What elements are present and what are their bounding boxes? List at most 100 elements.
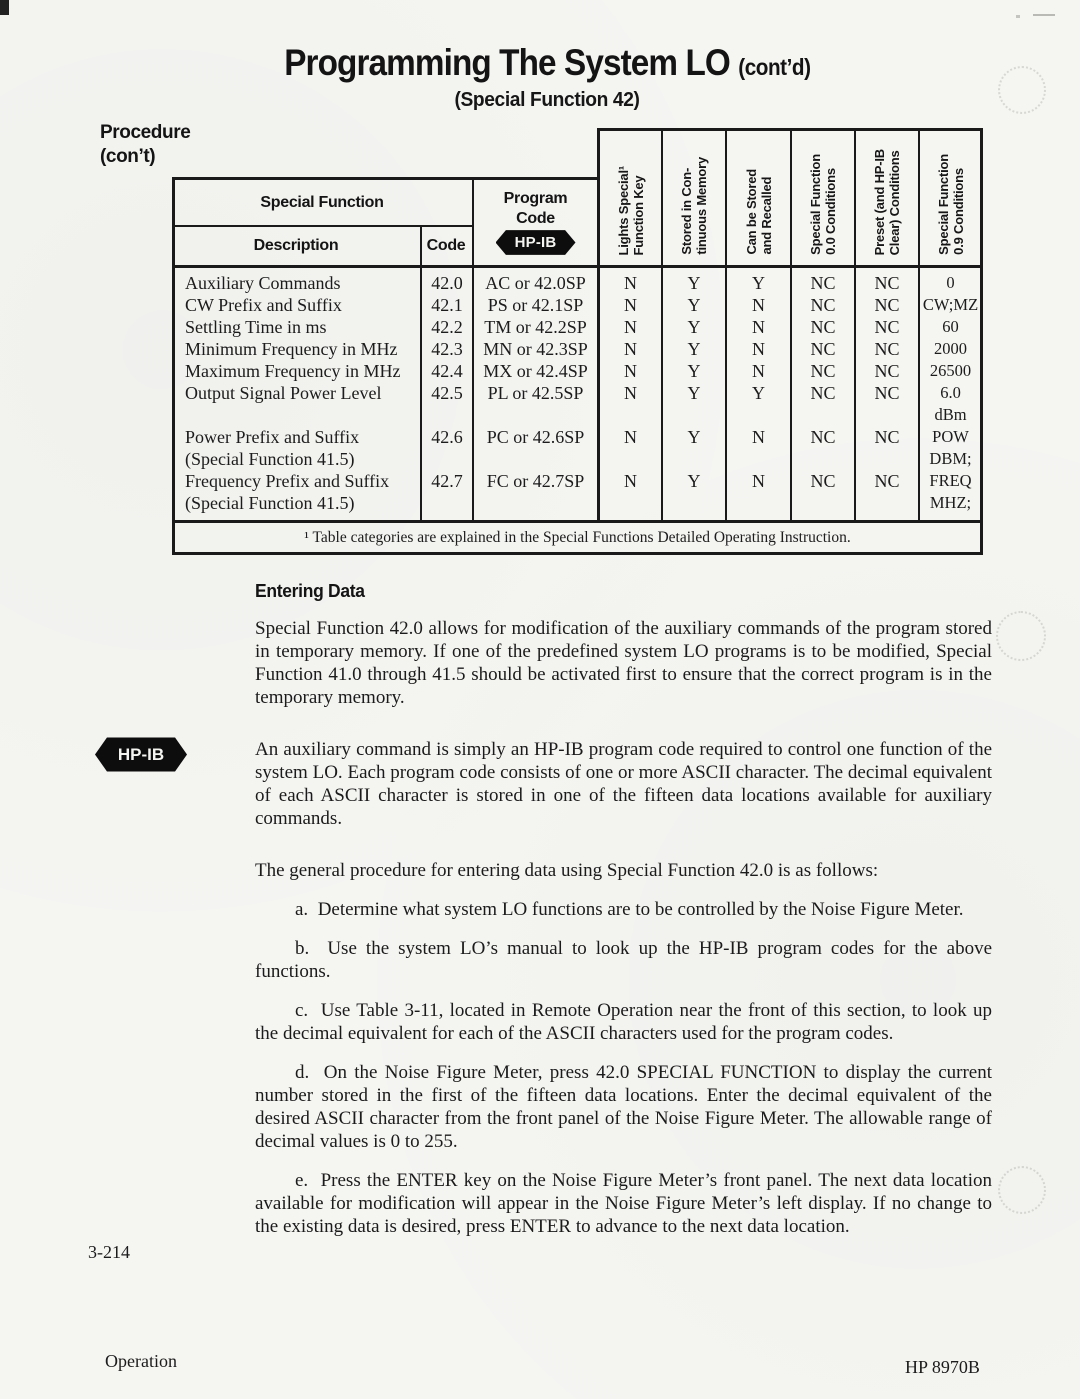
table-cell: 42.0 [431, 273, 463, 293]
body-content: Entering Data Special Function 42.0 allo… [255, 580, 992, 1254]
table-cell [856, 492, 918, 514]
table-cell: PL or 42.5SP [487, 383, 584, 403]
scan-dot-artifact [1016, 15, 1020, 18]
table-cell: NC [810, 427, 836, 447]
table-cell [422, 492, 472, 514]
table-column-8: 0 CW;MZ 60 2000 26500 6.0 dBm POW DBM; FREQ MHZ; [921, 265, 980, 520]
table-cell: NC [874, 471, 900, 491]
page-number: 3-214 [88, 1242, 130, 1262]
table-cell: NC [874, 295, 900, 315]
table-gridline [420, 225, 422, 520]
table-cell [792, 448, 854, 470]
punch-hole-ghost [998, 1166, 1046, 1214]
table-column-1: 42.0 42.1 42.2 42.3 42.4 42.5 42.6 42.7 [422, 265, 472, 520]
table-cell: 42.1 [431, 295, 463, 315]
paragraph-entering-data: Special Function 42.0 allows for modific… [255, 618, 992, 708]
table-cell: Y [687, 317, 701, 337]
table-border [980, 128, 983, 555]
table-gridline [472, 177, 474, 520]
table-cell: Y [687, 427, 701, 447]
table-cell [663, 448, 725, 470]
header-program-code: Program Code HP-IB [474, 180, 597, 265]
paragraph-auxiliary-command: An auxiliary command is simply an HP-IB … [255, 739, 992, 829]
hpib-badge-icon: HP-IB [95, 737, 187, 772]
table-cell: N [752, 295, 765, 315]
table-cell: NC [810, 339, 836, 359]
item-label: c. [295, 1000, 309, 1021]
table-cell [856, 448, 918, 470]
footer-model-number: HP 8970B [905, 1357, 980, 1377]
table-cell: Auxiliary Commands [185, 273, 341, 293]
table-cell: 42.4 [431, 361, 463, 381]
table-footnote: ¹ Table categories are explained in the … [304, 528, 851, 546]
item-label: d. [295, 1062, 310, 1083]
table-cell [474, 448, 597, 470]
procedure-item-e: e. Press the ENTER key on the Noise Figu… [255, 1169, 992, 1238]
table-cell: N [752, 317, 765, 337]
table-cell: NC [810, 361, 836, 381]
table-cell: (Special Function 41.5) [185, 449, 355, 469]
table-cell: NC [810, 471, 836, 491]
table-cell: 42.6 [431, 427, 463, 447]
table-cell: 0 [946, 273, 955, 292]
table-gridline [172, 265, 983, 268]
item-label: a. [295, 899, 309, 920]
table-gridline [725, 128, 727, 520]
table-cell: 42.3 [431, 339, 463, 359]
punch-hole-ghost [998, 66, 1046, 114]
table-cell: MN or 42.3SP [483, 339, 588, 359]
table-cell: CW Prefix and Suffix [185, 295, 342, 315]
table-cell: N [624, 295, 637, 315]
table-gridline [918, 128, 920, 520]
table-cell: 2000 [934, 339, 967, 358]
table-cell: DBM; [929, 449, 972, 468]
table-cell: Y [687, 471, 701, 491]
table-cell: 42.5 [431, 383, 463, 403]
table-cell: NC [810, 295, 836, 315]
table-cell [792, 404, 854, 426]
table-cell: PS or 42.1SP [487, 295, 584, 315]
table-cell [856, 404, 918, 426]
procedure-margin-label: Procedure (con’t) [100, 121, 191, 169]
table-cell [185, 404, 420, 426]
table-cell: NC [874, 361, 900, 381]
table-cell: N [624, 317, 637, 337]
table-cell: NC [810, 273, 836, 293]
table-cell: dBm [934, 405, 967, 424]
table-border [172, 177, 175, 555]
rotated-header-stored-recalled: Can be Stored and Recalled [743, 169, 774, 255]
table-cell: Y [752, 383, 765, 403]
table-cell: Output Signal Power Level [185, 383, 382, 403]
table-cell: MHZ; [929, 493, 972, 512]
item-label: e. [295, 1170, 309, 1191]
page-subtitle: (Special Function 42) [454, 89, 640, 111]
table-gridline [172, 225, 474, 227]
header-description: Description [253, 237, 339, 254]
procedure-item-b: b. Use the system LO’s manual to look up… [255, 937, 992, 983]
punch-hole-ghost [996, 611, 1046, 661]
header-special-function: Special Function [260, 193, 384, 211]
rotated-header-preset: Preset (and HP-IB Clear) Conditions [872, 148, 902, 255]
table-cell: N [624, 471, 637, 491]
table-cell: 26500 [929, 361, 972, 380]
rotated-header-sf00: Special Function 0.0 Conditions [808, 154, 838, 255]
table-cell: Y [752, 273, 765, 293]
table-cell: NC [874, 317, 900, 337]
table-cell: (Special Function 41.5) [185, 493, 355, 513]
table-cell: N [624, 273, 637, 293]
table-gridline [172, 520, 983, 523]
table-cell: MX or 42.4SP [483, 361, 588, 381]
table-cell: Y [687, 339, 701, 359]
table-cell: N [752, 361, 765, 381]
table-border [172, 552, 983, 555]
table-cell: N [624, 427, 637, 447]
table-gridline [597, 128, 600, 523]
title-block: Programming The System LO (cont’d) (Spec… [57, 42, 1037, 112]
header-code: Code [426, 237, 466, 254]
table-cell: Y [687, 295, 701, 315]
item-text: Use Table 3-11, located in Remote Operat… [255, 1000, 993, 1044]
table-cell [727, 404, 790, 426]
table-cell: N [752, 471, 765, 491]
